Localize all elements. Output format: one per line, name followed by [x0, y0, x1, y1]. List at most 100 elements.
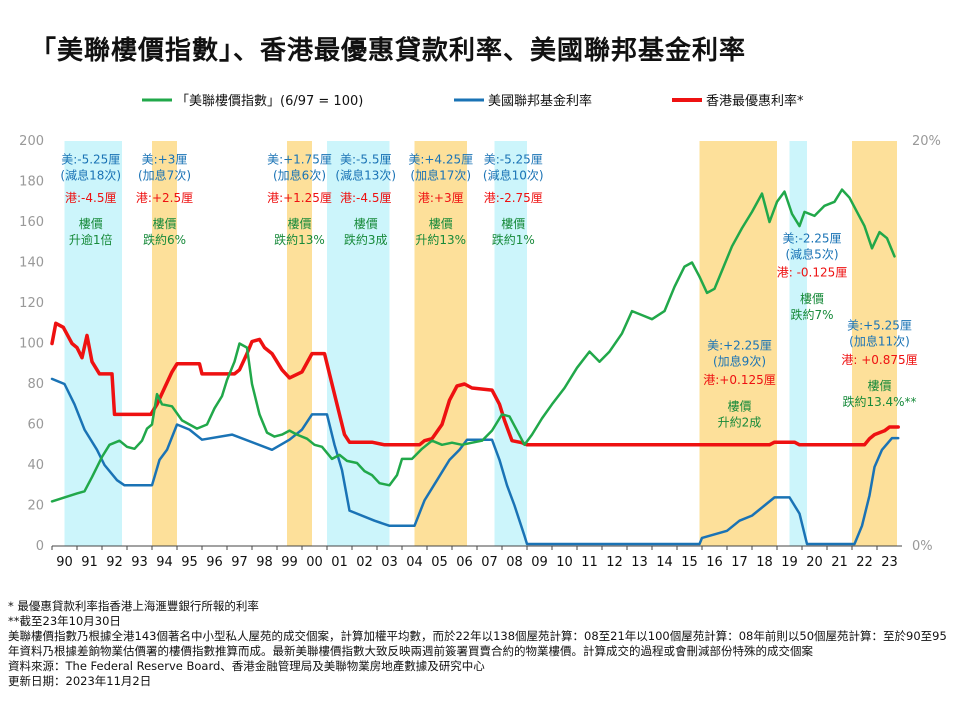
y-left-tick-label: 20 [27, 499, 44, 514]
annotation-blue: 美:+1.75厘(加息6次) [267, 152, 332, 182]
annotation-line: 樓價 [287, 216, 311, 231]
x-tick-label: 93 [131, 555, 148, 570]
x-tick-label: 01 [331, 555, 348, 570]
shaded-periods [64, 141, 897, 546]
annotation-line: (減息13次) [335, 167, 396, 182]
x-tick-label: 21 [831, 555, 848, 570]
annotation-line: 美:-5.5厘 [340, 152, 391, 166]
annotation-line: 跌約13% [274, 232, 325, 247]
x-tick-label: 18 [756, 555, 773, 570]
y-right-tick-label: 0% [912, 539, 933, 554]
x-tick-label: 14 [656, 555, 673, 570]
footnote-as-of: **截至23年10月30日 [8, 614, 121, 628]
y-left-tick-label: 60 [27, 418, 44, 433]
series-line [50, 321, 900, 447]
annotation-line: 美:-5.25厘 [61, 152, 120, 166]
annotation-line: 樓價 [79, 216, 103, 231]
annotation-line: 美:+5.25厘 [847, 318, 912, 332]
x-tick-label: 23 [881, 555, 898, 570]
annotation-red: 港:+3厘 [418, 191, 464, 205]
annotation-line: (減息5次) [786, 246, 839, 261]
annotation-blue: 美:+3厘(加息7次) [138, 152, 191, 182]
annotation-line: 升約2成 [718, 414, 762, 429]
annotation-blue: 美:-5.25厘(減息18次) [60, 152, 121, 182]
annotation-line: (加息6次) [273, 167, 326, 182]
annotation-green: 樓價跌約13.4%** [842, 378, 916, 409]
x-tick-label: 06 [456, 555, 473, 570]
annotation-green: 樓價升逾1倍 [69, 216, 113, 247]
annotation-line: 跌約13.4%** [842, 394, 916, 409]
annotation-red: 港:-2.75厘 [484, 191, 543, 205]
y-right-tick-label: 20% [912, 134, 941, 149]
series-lines [50, 188, 900, 546]
annotation-line: (加息9次) [713, 354, 766, 369]
x-tick-label: 99 [281, 555, 298, 570]
annotation-line: (加息17次) [410, 167, 471, 182]
annotation-red: 港:-4.5厘 [65, 191, 116, 205]
annotation-blue: 美:-5.25厘(減息10次) [483, 152, 544, 182]
annotation-line: 跌約7% [790, 307, 833, 322]
annotation-line: 升約13% [415, 232, 466, 247]
annotation-green: 樓價跌約13% [274, 216, 325, 247]
annotation-line: 港:+0.125厘 [703, 373, 775, 387]
easing-period [494, 141, 527, 546]
x-tick-label: 90 [56, 555, 73, 570]
x-tick-label: 98 [256, 555, 273, 570]
footnote-prime-rate: * 最優惠貸款利率指香港上海滙豐銀行所報的利率 [8, 599, 259, 613]
annotation-line: 港:-4.5厘 [340, 191, 391, 205]
annotation-line: 樓價 [727, 398, 751, 413]
annotation-green: 樓價升約2成 [718, 398, 762, 429]
y-left-tick-label: 0 [36, 539, 44, 554]
x-tick-label: 16 [706, 555, 723, 570]
annotation-blue: 美:-5.5厘(減息13次) [335, 152, 396, 182]
x-tick-label: 03 [381, 555, 398, 570]
x-tick-label: 17 [731, 555, 748, 570]
annotation-line: 跌約1% [492, 232, 535, 247]
x-tick-label: 19 [781, 555, 798, 570]
annotation-blue: 美:+4.25厘(加息17次) [408, 152, 473, 182]
annotation-line: 港:+1.25厘 [267, 191, 332, 205]
x-tick-label: 05 [431, 555, 448, 570]
annotation-line: 港:-2.75厘 [484, 191, 543, 205]
x-tick-label: 22 [856, 555, 873, 570]
annotation-line: (減息18次) [60, 167, 121, 182]
x-tick-label: 02 [356, 555, 373, 570]
annotation-line: 美:-2.25厘 [782, 231, 841, 245]
annotation-blue: 美:-2.25厘(減息5次) [782, 231, 841, 261]
tightening-period [699, 141, 777, 546]
annotation-line: 港: +0.875厘 [841, 353, 917, 367]
annotation-line: 港:+2.5厘 [136, 191, 193, 205]
x-tick-label: 12 [606, 555, 623, 570]
x-tick-label: 11 [581, 555, 598, 570]
x-tick-label: 15 [681, 555, 698, 570]
annotation-red: 港:+0.125厘 [703, 373, 775, 387]
annotation-line: 升逾1倍 [69, 232, 113, 247]
x-tick-label: 96 [206, 555, 223, 570]
annotation-line: 美:+2.25厘 [707, 339, 772, 353]
chart-title: 「美聯樓價指數」、香港最優惠貸款利率、美國聯邦基金利率 [30, 36, 747, 66]
easing-period [789, 141, 807, 546]
annotation-green: 樓價跌約6% [143, 216, 186, 247]
annotation-line: 樓價 [800, 291, 824, 306]
annotation-line: 跌約6% [143, 232, 186, 247]
footnote-update-date: 更新日期：2023年11月2日 [8, 674, 152, 688]
legend-label: 香港最優惠利率* [706, 93, 804, 109]
x-tick-label: 94 [156, 555, 173, 570]
tightening-period [287, 141, 312, 546]
annotation-blue: 美:+5.25厘(加息11次) [847, 318, 912, 348]
annotation-red: 港: +0.875厘 [841, 353, 917, 367]
y-left-tick-label: 180 [19, 175, 44, 190]
series-line [50, 188, 896, 503]
x-tick-label: 08 [506, 555, 523, 570]
annotation-red: 港:+2.5厘 [136, 191, 193, 205]
annotation-line: 港: -0.125厘 [777, 266, 848, 280]
annotation-blue: 美:+2.25厘(加息9次) [707, 339, 772, 369]
tightening-period [152, 141, 177, 546]
footnote-methodology: 美聯樓價指數乃根據全港143個著名中小型私人屋苑的成交個案，計算加權平均數，而於… [8, 629, 947, 658]
y-left-tick-label: 100 [19, 337, 44, 352]
annotation-line: 樓價 [501, 216, 525, 231]
legend: 「美聯樓價指數」(6/97 = 100) 美國聯邦基金利率 香港最優惠利率* [142, 93, 804, 109]
footnotes: * 最優惠貸款利率指香港上海滙豐銀行所報的利率 **截至23年10月30日 美聯… [8, 599, 948, 689]
annotation-line: 樓價 [152, 216, 176, 231]
